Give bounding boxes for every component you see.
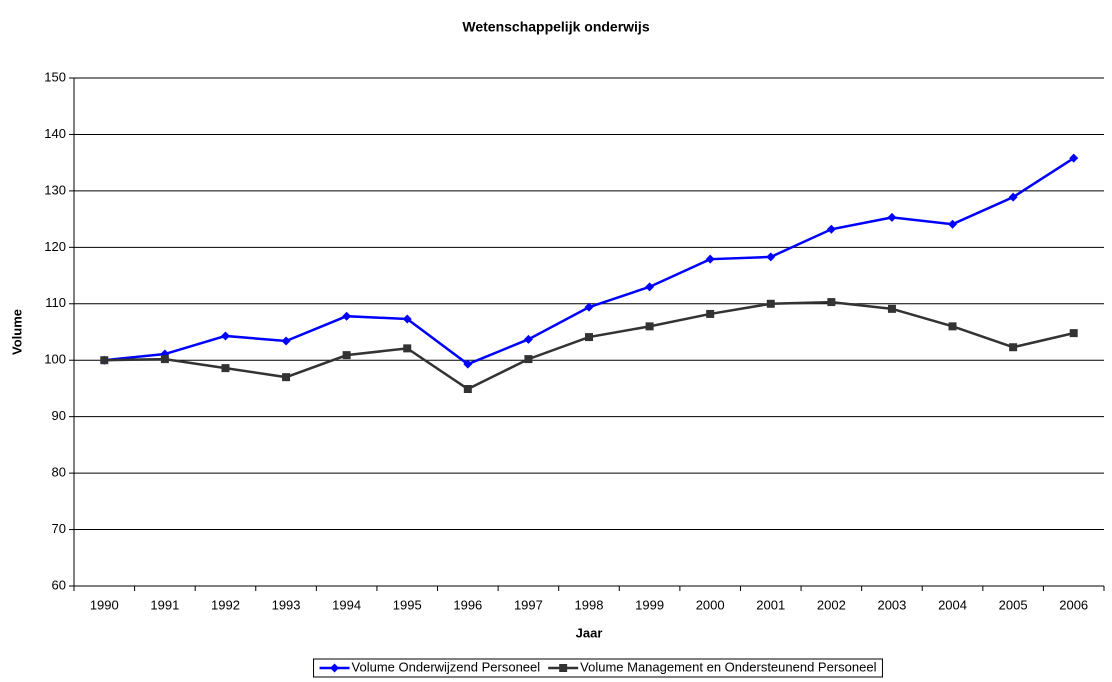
- x-tick-label: 1994: [332, 597, 361, 612]
- series-line: [104, 300, 1074, 391]
- marker: [766, 299, 775, 308]
- y-tick-label: 130: [44, 182, 66, 197]
- x-tick-label: 1999: [635, 597, 664, 612]
- x-tick-label: 1995: [393, 597, 422, 612]
- marker: [463, 385, 472, 394]
- x-tick-label: 2002: [817, 597, 846, 612]
- legend-label: Volume Management en Ondersteunend Perso…: [580, 659, 876, 674]
- x-tick-label: 1992: [211, 597, 240, 612]
- marker: [1069, 329, 1078, 338]
- marker: [766, 252, 776, 262]
- marker: [160, 355, 169, 364]
- legend-item: Volume Management en Ondersteunend Perso…: [548, 659, 877, 674]
- marker: [585, 333, 593, 342]
- y-tick-label: 120: [44, 239, 66, 254]
- marker: [645, 282, 655, 292]
- marker: [220, 331, 230, 341]
- x-tick-label: 1996: [453, 597, 482, 612]
- legend-label: Volume Onderwijzend Personeel: [352, 659, 541, 674]
- x-tick-label: 1991: [150, 597, 179, 612]
- legend: Volume Onderwijzend Personeel Volume Mana…: [313, 658, 883, 678]
- y-tick-label: 60: [52, 577, 66, 592]
- y-tick-label: 70: [52, 521, 66, 536]
- marker: [827, 298, 836, 307]
- marker: [1069, 153, 1079, 163]
- marker: [826, 224, 836, 234]
- marker: [706, 309, 715, 318]
- x-tick-label: 1993: [272, 597, 301, 612]
- legend-item: Volume Onderwijzend Personeel: [319, 659, 541, 674]
- x-tick-label: 1997: [514, 597, 543, 612]
- marker: [221, 364, 230, 373]
- marker: [330, 663, 340, 673]
- marker: [948, 322, 957, 331]
- y-tick-label: 140: [44, 126, 66, 141]
- marker: [887, 304, 896, 313]
- marker: [645, 322, 654, 331]
- x-tick-label: 2004: [938, 597, 967, 612]
- marker: [705, 254, 715, 264]
- marker: [342, 311, 352, 321]
- y-tick-label: 150: [44, 69, 66, 84]
- marker: [342, 351, 351, 360]
- x-tick-label: 2003: [877, 597, 906, 612]
- chart-title: Wetenschappelijk onderwijs: [462, 19, 649, 35]
- x-tick-label: 1998: [575, 597, 604, 612]
- marker: [887, 212, 897, 222]
- marker: [100, 356, 109, 365]
- marker: [559, 664, 568, 672]
- legend-box: [313, 658, 883, 678]
- x-tick-label: 2001: [756, 597, 785, 612]
- y-tick-label: 80: [52, 465, 66, 480]
- marker: [1009, 343, 1018, 352]
- marker: [1008, 192, 1018, 202]
- x-tick-label: 2005: [999, 597, 1028, 612]
- marker: [524, 355, 533, 364]
- x-tick-label: 1990: [90, 597, 119, 612]
- y-tick-label: 110: [45, 295, 66, 310]
- marker: [282, 373, 291, 382]
- x-axis-label: Jaar: [576, 625, 603, 640]
- marker: [463, 359, 473, 369]
- marker: [523, 334, 533, 344]
- x-tick-label: 2006: [1059, 597, 1088, 612]
- y-tick-label: 90: [52, 408, 66, 423]
- y-tick-label: 100: [44, 352, 66, 367]
- x-tick-label: 2000: [696, 597, 725, 612]
- marker: [402, 314, 412, 324]
- marker: [584, 302, 594, 312]
- y-axis-label: Volume: [9, 309, 24, 355]
- marker: [948, 219, 958, 229]
- marker: [403, 344, 412, 353]
- marker: [281, 336, 291, 346]
